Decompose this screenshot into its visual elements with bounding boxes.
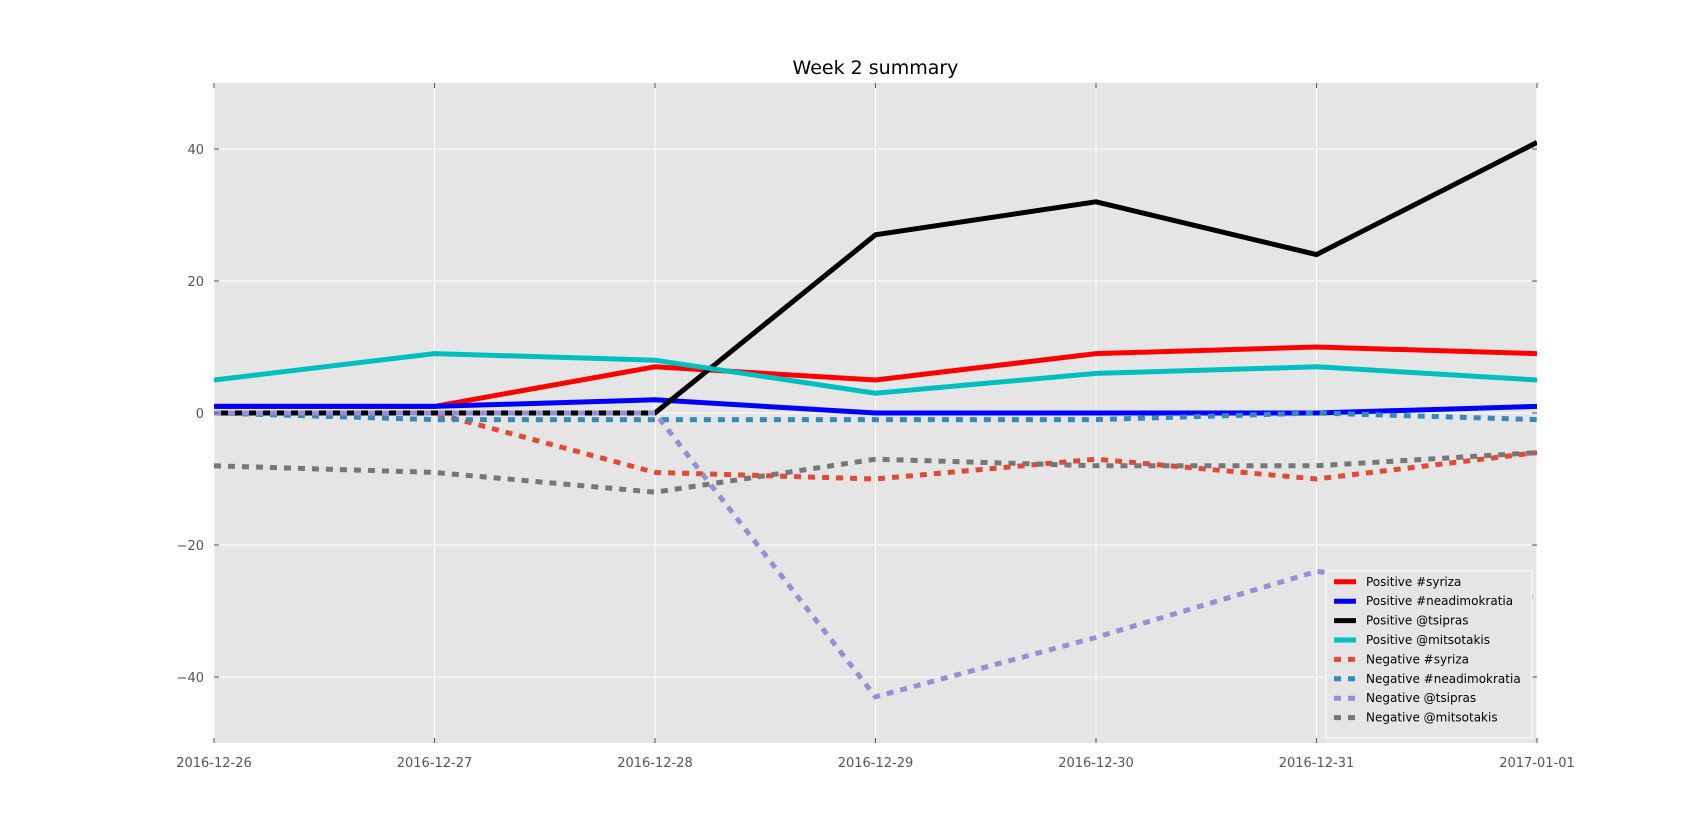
series-line-5 [214, 410, 1537, 423]
series-line-2 [214, 140, 1537, 416]
x-tick-label: 2016-12-30 [1058, 756, 1134, 771]
legend-label-3: Positive @mitsotakis [1366, 633, 1490, 647]
series-lines [214, 140, 1537, 700]
series-line-6 [214, 410, 1537, 700]
x-tick-label: 2017-01-01 [1499, 756, 1575, 771]
legend-label-4: Negative #syriza [1366, 652, 1469, 666]
x-tick-label: 2016-12-31 [1279, 756, 1355, 771]
legend-box [1325, 570, 1533, 739]
y-tick-label: 20 [187, 275, 204, 290]
series-line-3 [214, 351, 1537, 396]
y-tick-label: −20 [177, 539, 204, 554]
legend: Positive #syriza Positive #neadimokratia P… [1325, 570, 1533, 739]
x-tick-label: 2016-12-28 [617, 756, 693, 771]
legend-label-0: Positive #syriza [1366, 575, 1461, 589]
series-line-1 [214, 397, 1537, 416]
y-tick-label: 0 [196, 407, 204, 422]
x-tick-label: 2016-12-26 [176, 756, 252, 771]
chart-title: Week 2 summary [793, 57, 959, 79]
legend-label-5: Negative #neadimokratia [1366, 672, 1521, 686]
legend-label-6: Negative @tsipras [1366, 691, 1476, 705]
series-line-4 [214, 410, 1537, 482]
y-tick-label: −40 [177, 671, 204, 686]
legend-label-7: Negative @mitsotakis [1366, 711, 1498, 725]
series-line-7 [214, 450, 1537, 495]
legend-label-1: Positive #neadimokratia [1366, 594, 1513, 608]
x-tick-label: 2016-12-27 [397, 756, 473, 771]
y-tick-label: 40 [187, 143, 204, 158]
axis-ticks: 2016-12-26 2016-12-27 2016-12-28 2016-12-29… [176, 83, 1575, 771]
legend-label-2: Positive @tsipras [1366, 614, 1469, 628]
x-tick-label: 2016-12-29 [838, 756, 914, 771]
